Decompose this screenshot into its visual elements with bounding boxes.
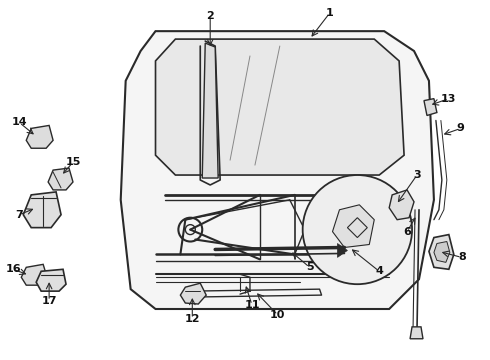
Polygon shape [434, 242, 450, 262]
Text: 5: 5 [306, 262, 314, 272]
Polygon shape [338, 243, 347, 257]
Polygon shape [180, 283, 206, 304]
Text: 17: 17 [41, 296, 57, 306]
Text: 1: 1 [326, 8, 333, 18]
Text: 16: 16 [5, 264, 21, 274]
Polygon shape [333, 205, 374, 247]
Polygon shape [26, 125, 53, 148]
Text: 7: 7 [15, 210, 23, 220]
Polygon shape [48, 168, 73, 190]
Text: 13: 13 [441, 94, 457, 104]
Polygon shape [389, 190, 414, 220]
Text: 4: 4 [375, 266, 383, 276]
Polygon shape [36, 269, 66, 291]
Text: 9: 9 [457, 123, 465, 134]
Polygon shape [202, 43, 218, 178]
Text: 10: 10 [270, 310, 286, 320]
Polygon shape [429, 235, 454, 269]
Polygon shape [121, 31, 434, 309]
Polygon shape [410, 327, 423, 339]
Text: 8: 8 [458, 252, 466, 262]
Text: 6: 6 [403, 226, 411, 237]
Text: 15: 15 [65, 157, 81, 167]
Polygon shape [424, 99, 437, 116]
Circle shape [303, 175, 412, 284]
Polygon shape [21, 264, 47, 285]
Text: 2: 2 [206, 11, 214, 21]
Text: 3: 3 [413, 170, 421, 180]
Text: 11: 11 [244, 300, 260, 310]
Text: 12: 12 [185, 314, 200, 324]
Polygon shape [155, 39, 404, 175]
Text: 14: 14 [11, 117, 27, 127]
Polygon shape [23, 192, 61, 228]
